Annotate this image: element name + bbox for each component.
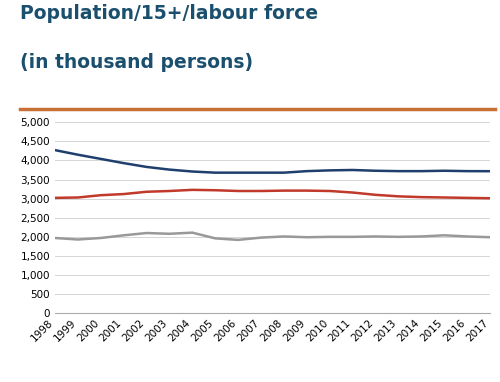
Total Population [304, 169, 310, 173]
Labour Force [52, 236, 58, 240]
Total 15 + population [418, 195, 424, 199]
Total 15 + population [98, 193, 104, 197]
Total 15 + population [326, 189, 332, 193]
Total Population [350, 168, 356, 172]
Total 15 + population [441, 195, 447, 200]
Labour Force [326, 235, 332, 239]
Text: Population/15+/labour force: Population/15+/labour force [20, 4, 318, 23]
Total 15 + population [144, 189, 150, 194]
Labour Force [235, 238, 241, 242]
Labour Force [350, 235, 356, 239]
Labour Force [281, 234, 287, 239]
Total Population [52, 148, 58, 152]
Total Population [212, 170, 218, 175]
Total Population [326, 168, 332, 173]
Total 15 + population [235, 189, 241, 193]
Total Population [75, 152, 81, 157]
Total 15 + population [120, 192, 126, 196]
Text: (in thousand persons): (in thousand persons) [20, 53, 253, 73]
Labour Force [487, 235, 493, 240]
Total 15 + population [487, 196, 493, 201]
Labour Force [441, 233, 447, 238]
Total Population [258, 170, 264, 175]
Labour Force [75, 237, 81, 242]
Total Population [396, 169, 402, 173]
Total Population [372, 168, 378, 173]
Line: Total Population: Total Population [55, 150, 490, 173]
Total 15 + population [350, 190, 356, 195]
Total Population [441, 168, 447, 173]
Total Population [281, 170, 287, 175]
Labour Force [396, 235, 402, 239]
Total 15 + population [396, 194, 402, 199]
Labour Force [212, 236, 218, 241]
Labour Force [464, 234, 470, 239]
Total Population [464, 169, 470, 173]
Total 15 + population [75, 195, 81, 200]
Total Population [418, 169, 424, 173]
Total Population [120, 161, 126, 165]
Total Population [487, 169, 493, 173]
Total 15 + population [190, 188, 196, 192]
Labour Force [418, 234, 424, 239]
Labour Force [190, 230, 196, 235]
Total 15 + population [212, 188, 218, 193]
Total 15 + population [372, 193, 378, 197]
Total 15 + population [281, 188, 287, 193]
Total Population [190, 169, 196, 174]
Labour Force [144, 231, 150, 235]
Labour Force [98, 236, 104, 240]
Total Population [166, 167, 172, 172]
Labour Force [372, 234, 378, 239]
Total 15 + population [52, 196, 58, 200]
Labour Force [120, 233, 126, 238]
Line: Labour Force: Labour Force [55, 233, 490, 240]
Total Population [235, 170, 241, 175]
Total Population [144, 165, 150, 169]
Line: Total 15 + population: Total 15 + population [55, 190, 490, 198]
Total 15 + population [258, 189, 264, 193]
Total 15 + population [166, 189, 172, 193]
Total Population [98, 157, 104, 161]
Total 15 + population [304, 188, 310, 193]
Total 15 + population [464, 196, 470, 200]
Labour Force [166, 231, 172, 236]
Labour Force [304, 235, 310, 240]
Labour Force [258, 235, 264, 240]
